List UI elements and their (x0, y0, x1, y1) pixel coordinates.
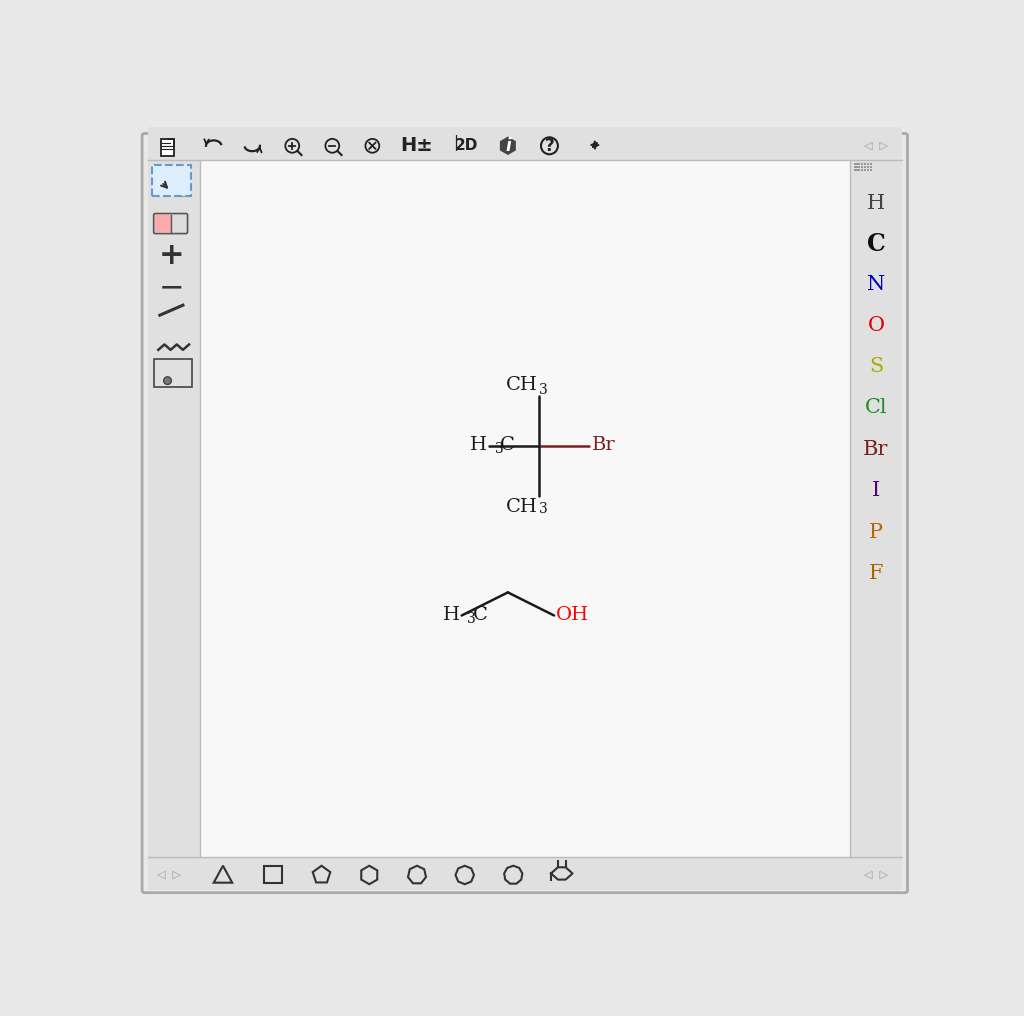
Bar (860, 163, 863, 165)
Text: C: C (472, 606, 487, 624)
Bar (156, 215, 171, 232)
Polygon shape (500, 136, 516, 155)
Bar (860, 169, 863, 172)
Bar (264, 866, 283, 883)
Text: ?: ? (545, 137, 554, 154)
Bar (860, 166, 863, 168)
Bar (857, 163, 860, 165)
Text: 3: 3 (540, 502, 548, 516)
Text: 2D: 2D (455, 138, 478, 153)
Text: OH: OH (556, 606, 589, 624)
Bar (869, 166, 872, 168)
Text: I: I (871, 482, 880, 500)
Text: i: i (505, 137, 511, 154)
FancyBboxPatch shape (154, 213, 187, 234)
Bar (863, 163, 866, 165)
Text: H: H (470, 436, 487, 454)
Text: P: P (869, 523, 883, 542)
Bar (147, 161, 200, 856)
Bar (854, 163, 857, 165)
Circle shape (164, 377, 171, 384)
Bar (863, 166, 866, 168)
Text: −: − (159, 273, 184, 303)
Bar (866, 169, 869, 172)
Bar (857, 169, 860, 172)
Bar (854, 166, 857, 168)
Text: H±: H± (399, 136, 432, 155)
Text: Br: Br (863, 440, 889, 458)
Text: H: H (443, 606, 460, 624)
Bar (200, 161, 850, 856)
Bar (147, 127, 902, 161)
Text: |: | (453, 135, 458, 151)
Text: ◁  ▷: ◁ ▷ (864, 870, 888, 880)
FancyBboxPatch shape (142, 133, 907, 893)
Text: S: S (868, 357, 883, 376)
Bar (866, 166, 869, 168)
Text: Br: Br (592, 436, 615, 454)
Text: ◁  ▷: ◁ ▷ (157, 870, 181, 880)
Bar (154, 359, 193, 387)
Text: CH: CH (506, 499, 538, 516)
Text: ◁  ▷: ◁ ▷ (864, 141, 888, 150)
Text: 3: 3 (495, 442, 504, 456)
Bar (854, 169, 857, 172)
Bar (869, 163, 872, 165)
Text: C: C (866, 232, 886, 256)
Text: Cl: Cl (864, 398, 887, 418)
Bar (857, 166, 860, 168)
Bar (153, 165, 190, 196)
Text: H: H (867, 194, 885, 213)
Text: F: F (868, 564, 883, 582)
Bar (863, 169, 866, 172)
Text: O: O (867, 316, 885, 334)
Text: +: + (159, 241, 184, 269)
Text: N: N (866, 275, 885, 294)
Text: 3: 3 (540, 383, 548, 397)
Bar (147, 856, 902, 890)
Text: 3: 3 (467, 612, 476, 626)
Bar (850, 161, 902, 856)
Bar (161, 139, 174, 155)
Bar (869, 169, 872, 172)
Text: C: C (500, 436, 515, 454)
Text: CH: CH (506, 376, 538, 394)
Bar (866, 163, 869, 165)
